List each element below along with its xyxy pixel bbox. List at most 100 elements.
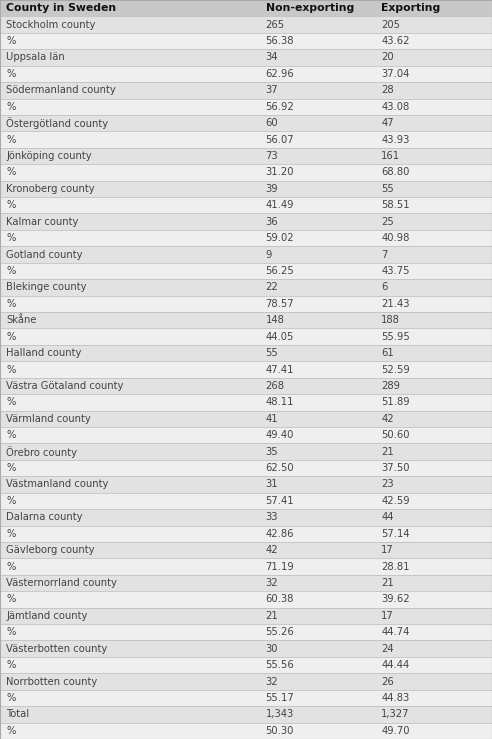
Text: 78.57: 78.57 <box>266 299 294 309</box>
Text: Västerbotten county: Västerbotten county <box>6 644 108 654</box>
Text: %: % <box>6 102 16 112</box>
Bar <box>0 197 492 214</box>
Text: Gotland county: Gotland county <box>6 250 83 259</box>
Text: 289: 289 <box>381 381 400 391</box>
Text: %: % <box>6 726 16 736</box>
Text: 34: 34 <box>266 52 278 63</box>
Text: 9: 9 <box>266 250 272 259</box>
Text: 25: 25 <box>381 217 394 227</box>
Bar <box>0 0 492 16</box>
Bar <box>0 641 492 657</box>
Bar <box>0 16 492 33</box>
Text: 55.17: 55.17 <box>266 693 294 703</box>
Text: 268: 268 <box>266 381 285 391</box>
Text: %: % <box>6 528 16 539</box>
Bar <box>0 575 492 591</box>
Bar <box>0 443 492 460</box>
Text: 23: 23 <box>381 480 394 489</box>
Bar <box>0 180 492 197</box>
Text: 59.02: 59.02 <box>266 233 294 243</box>
Text: Kronoberg county: Kronoberg county <box>6 184 95 194</box>
Text: %: % <box>6 200 16 211</box>
Bar <box>0 345 492 361</box>
Text: 55: 55 <box>266 348 278 358</box>
Text: 55: 55 <box>381 184 394 194</box>
Text: 148: 148 <box>266 316 284 325</box>
Text: 31: 31 <box>266 480 278 489</box>
Text: %: % <box>6 463 16 473</box>
Bar <box>0 148 492 164</box>
Text: 30: 30 <box>266 644 278 654</box>
Text: 21: 21 <box>381 578 394 588</box>
Text: 42: 42 <box>381 414 394 423</box>
Bar <box>0 460 492 476</box>
Text: %: % <box>6 693 16 703</box>
Text: 71.19: 71.19 <box>266 562 294 571</box>
Bar <box>0 164 492 180</box>
Text: 62.96: 62.96 <box>266 69 294 79</box>
Text: County in Sweden: County in Sweden <box>6 3 117 13</box>
Text: Jämtland county: Jämtland county <box>6 611 88 621</box>
Bar <box>0 607 492 624</box>
Bar <box>0 673 492 689</box>
Bar <box>0 476 492 493</box>
Text: 35: 35 <box>266 446 278 457</box>
Bar <box>0 50 492 66</box>
Bar <box>0 361 492 378</box>
Text: 56.25: 56.25 <box>266 266 294 276</box>
Text: 205: 205 <box>381 20 400 30</box>
Text: 161: 161 <box>381 151 400 161</box>
Text: 56.92: 56.92 <box>266 102 294 112</box>
Text: 21.43: 21.43 <box>381 299 410 309</box>
Text: 48.11: 48.11 <box>266 398 294 407</box>
Bar <box>0 624 492 641</box>
Text: 60: 60 <box>266 118 278 128</box>
Text: 20: 20 <box>381 52 394 63</box>
Text: Västernorrland county: Västernorrland county <box>6 578 117 588</box>
Bar <box>0 559 492 575</box>
Text: 55.56: 55.56 <box>266 660 294 670</box>
Text: 51.89: 51.89 <box>381 398 410 407</box>
Text: Total: Total <box>6 709 30 719</box>
Text: 21: 21 <box>381 446 394 457</box>
Text: 61: 61 <box>381 348 394 358</box>
Text: %: % <box>6 299 16 309</box>
Text: %: % <box>6 627 16 637</box>
Text: Jönköping county: Jönköping county <box>6 151 92 161</box>
Text: Uppsala län: Uppsala län <box>6 52 65 63</box>
Text: 39: 39 <box>266 184 278 194</box>
Text: 39.62: 39.62 <box>381 594 410 605</box>
Text: Östergötland county: Östergötland county <box>6 118 109 129</box>
Text: %: % <box>6 398 16 407</box>
Bar <box>0 132 492 148</box>
Text: 32: 32 <box>266 676 278 687</box>
Text: %: % <box>6 69 16 79</box>
Bar <box>0 509 492 525</box>
Text: %: % <box>6 562 16 571</box>
Text: 43.08: 43.08 <box>381 102 409 112</box>
Text: 57.14: 57.14 <box>381 528 410 539</box>
Text: 55.26: 55.26 <box>266 627 294 637</box>
Bar <box>0 525 492 542</box>
Text: 55.95: 55.95 <box>381 332 410 341</box>
Text: Dalarna county: Dalarna county <box>6 512 83 522</box>
Bar <box>0 115 492 132</box>
Bar <box>0 312 492 328</box>
Text: 62.50: 62.50 <box>266 463 294 473</box>
Text: Södermanland county: Södermanland county <box>6 85 116 95</box>
Text: 50.60: 50.60 <box>381 430 410 440</box>
Text: 58.51: 58.51 <box>381 200 410 211</box>
Text: Blekinge county: Blekinge county <box>6 282 87 293</box>
Text: 1,327: 1,327 <box>381 709 410 719</box>
Bar <box>0 493 492 509</box>
Text: 44.74: 44.74 <box>381 627 410 637</box>
Text: Exporting: Exporting <box>381 3 440 13</box>
Text: 52.59: 52.59 <box>381 364 410 375</box>
Text: 7: 7 <box>381 250 388 259</box>
Text: 17: 17 <box>381 545 394 555</box>
Bar <box>0 591 492 607</box>
Text: 47: 47 <box>381 118 394 128</box>
Text: Värmland county: Värmland county <box>6 414 91 423</box>
Text: 1,343: 1,343 <box>266 709 294 719</box>
Text: Halland county: Halland county <box>6 348 82 358</box>
